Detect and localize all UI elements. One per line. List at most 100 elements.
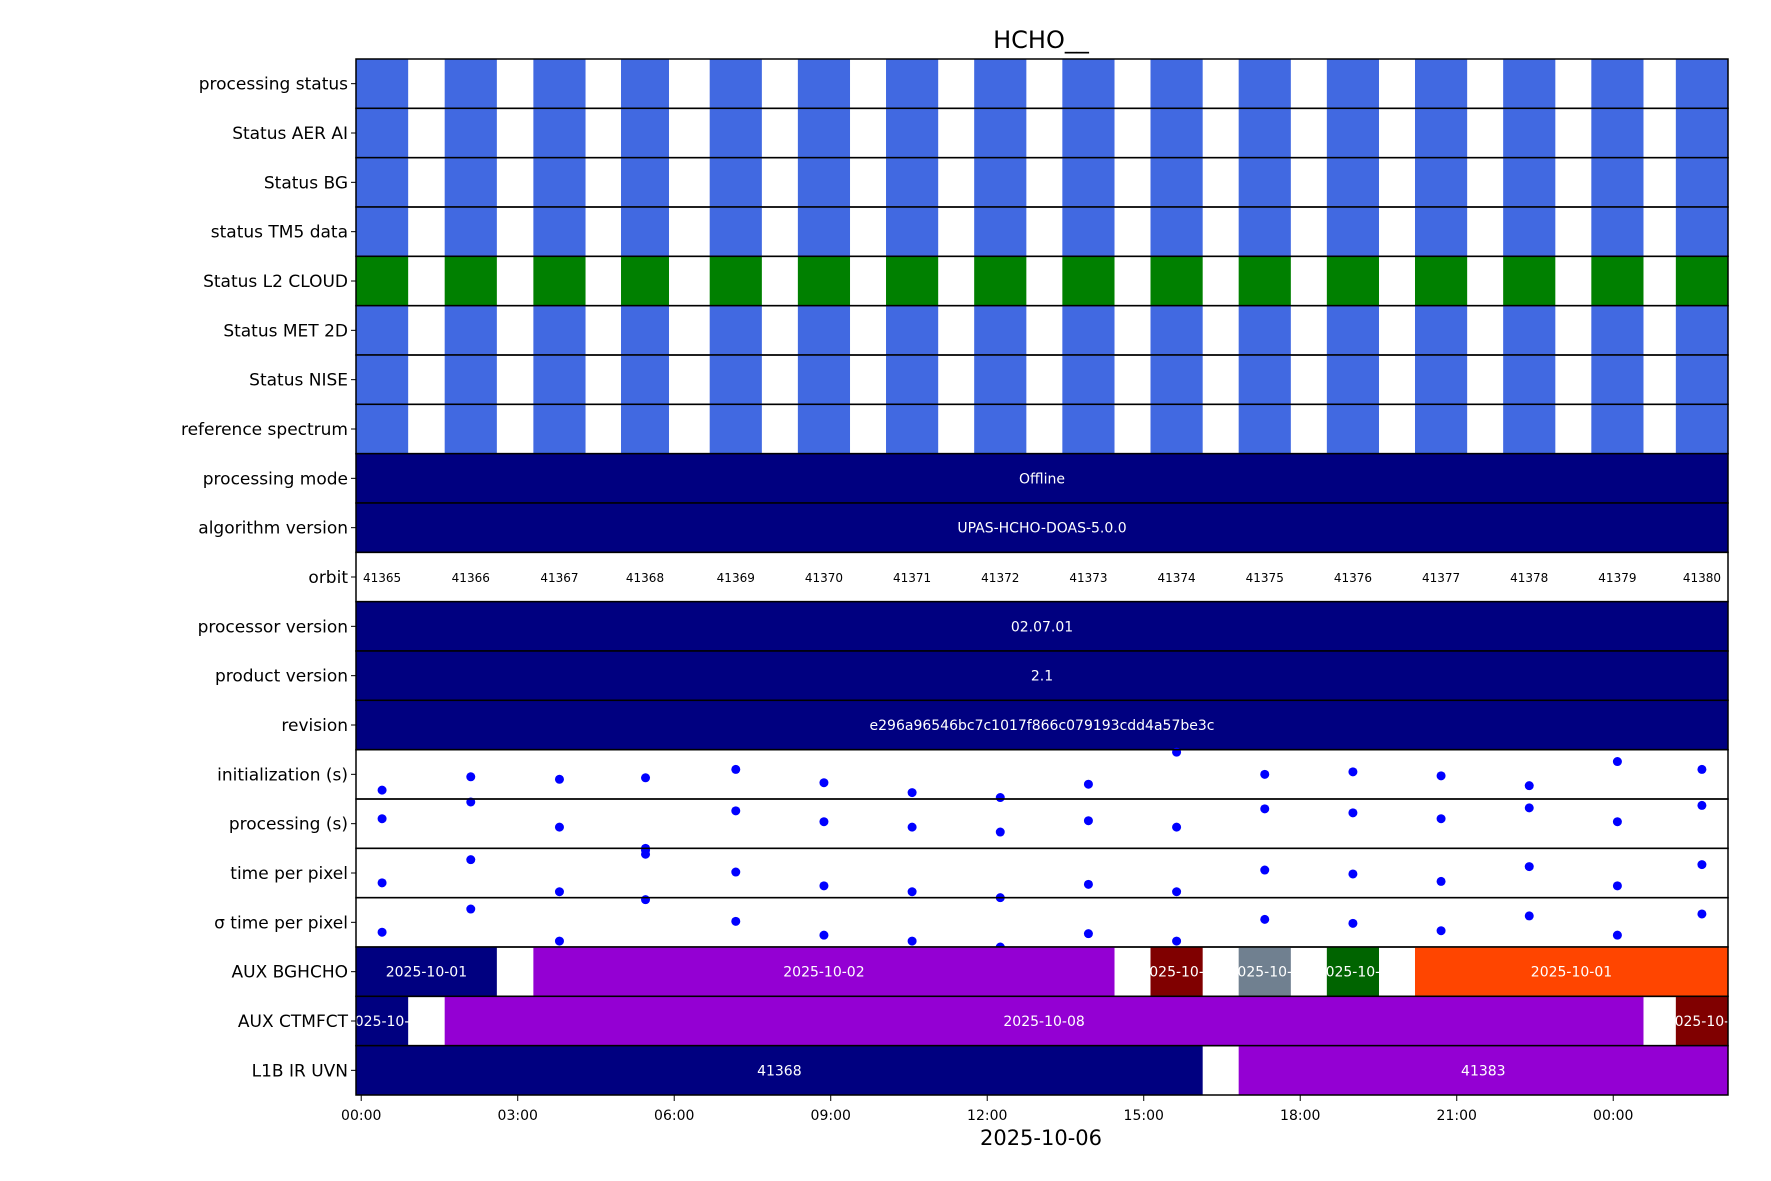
band-label: 2025-10-01 <box>386 965 467 981</box>
row-label: status TM5 data <box>211 223 348 243</box>
status-block <box>1503 157 1556 207</box>
data-point <box>907 936 917 946</box>
data-point <box>1524 803 1534 813</box>
status-block <box>1326 108 1380 158</box>
status-block <box>886 305 939 355</box>
status-block <box>621 59 670 109</box>
row-processing-s: processing (s) <box>229 797 1729 853</box>
status-block <box>1414 207 1468 257</box>
row-algorithm-version: UPAS-HCHO-DOAS-5.0.0 algorithm version <box>198 502 1729 554</box>
data-point <box>1083 929 1093 939</box>
status-block <box>533 355 586 405</box>
orbit-label: 41373 <box>1069 571 1107 585</box>
status-block <box>356 355 409 405</box>
row-label: Status NISE <box>249 371 348 391</box>
orbit-label: 41371 <box>893 571 931 585</box>
status-block <box>709 305 762 355</box>
data-point <box>1697 909 1707 919</box>
status-block <box>1503 108 1556 158</box>
status-block <box>886 355 939 405</box>
row-label: Status AER AI <box>232 124 348 144</box>
data-point <box>1260 769 1270 779</box>
status-block <box>1591 256 1644 306</box>
data-point <box>995 793 1005 803</box>
row-status-met-2d: Status MET 2D <box>223 304 1729 356</box>
data-point <box>466 904 476 914</box>
x-tick-label: 12:00 <box>967 1108 1007 1124</box>
data-point <box>1612 757 1622 767</box>
row-label: reference spectrum <box>181 420 348 440</box>
data-point <box>1260 804 1270 814</box>
row-label: L1B IR UVN <box>252 1061 348 1081</box>
row-label: processor version <box>198 617 348 637</box>
band-label: UPAS-HCHO-DOAS-5.0.0 <box>957 521 1126 537</box>
status-block <box>1326 59 1380 109</box>
data-point <box>1172 936 1182 946</box>
status-block <box>1150 404 1203 454</box>
status-block <box>709 256 762 306</box>
rows-layer: processing status Status AER AI Status BG s… <box>181 58 1729 1096</box>
status-block <box>974 355 1027 405</box>
band-label: Offline <box>1019 471 1065 487</box>
status-block <box>797 108 851 158</box>
orbit-label: 41378 <box>1510 571 1548 585</box>
band-segment <box>444 996 1644 1046</box>
status-block <box>356 157 409 207</box>
status-block <box>621 207 670 257</box>
status-block <box>1238 305 1291 355</box>
status-block <box>1326 157 1380 207</box>
data-point <box>554 887 564 897</box>
status-block <box>974 305 1027 355</box>
x-tick-label: 06:00 <box>654 1108 694 1124</box>
status-block <box>886 59 939 109</box>
row-label: revision <box>281 716 348 736</box>
orbit-label: 41368 <box>626 571 664 585</box>
status-block <box>1414 305 1468 355</box>
status-block <box>1591 207 1644 257</box>
status-block <box>1675 404 1728 454</box>
status-block <box>1414 404 1468 454</box>
row-label: processing status <box>199 75 348 95</box>
x-tick-label: 21:00 <box>1437 1108 1477 1124</box>
status-block <box>1150 157 1203 207</box>
data-point <box>1083 779 1093 789</box>
status-block <box>1062 256 1115 306</box>
data-point <box>1436 814 1446 824</box>
status-block <box>1414 59 1468 109</box>
row-status-tm5-data: status TM5 data <box>211 206 1729 258</box>
band-label: 2025-10-02 <box>783 965 864 981</box>
data-point <box>1436 876 1446 886</box>
data-point <box>1524 781 1534 791</box>
band-segment <box>356 700 1728 750</box>
status-block <box>356 207 409 257</box>
band-label: 02.07.01 <box>1011 619 1073 635</box>
band-label: e296a96546bc7c1017f866c079193cdd4a57be3c <box>870 718 1215 734</box>
orbit-label: 41370 <box>805 571 843 585</box>
x-tick-label: 00:00 <box>1593 1108 1633 1124</box>
data-point <box>1524 911 1534 921</box>
x-tick-label: 00:00 <box>341 1108 381 1124</box>
status-block <box>974 207 1027 257</box>
status-block <box>797 157 851 207</box>
row-orbit: 41365 41366 41367 41368 41369 41370 41371 41372… <box>308 551 1729 603</box>
status-block <box>533 305 586 355</box>
row-frame <box>355 748 1729 800</box>
data-point <box>995 827 1005 837</box>
band-segment <box>356 996 409 1046</box>
band-label: 2025-10-0 <box>1229 965 1301 981</box>
row-label: Status L2 CLOUD <box>203 272 348 292</box>
status-block <box>444 108 497 158</box>
row-label: initialization (s) <box>217 765 348 785</box>
row-label: time per pixel <box>230 864 348 884</box>
data-point <box>1436 771 1446 781</box>
orbit-label: 41377 <box>1422 571 1460 585</box>
data-point <box>1260 914 1270 924</box>
data-point <box>907 887 917 897</box>
data-point <box>731 867 741 877</box>
row-initialization-s: initialization (s) <box>217 747 1729 803</box>
band-segment <box>356 1045 1203 1095</box>
data-point <box>1612 881 1622 891</box>
status-block <box>356 59 409 109</box>
status-block <box>797 59 851 109</box>
data-point <box>1172 822 1182 832</box>
